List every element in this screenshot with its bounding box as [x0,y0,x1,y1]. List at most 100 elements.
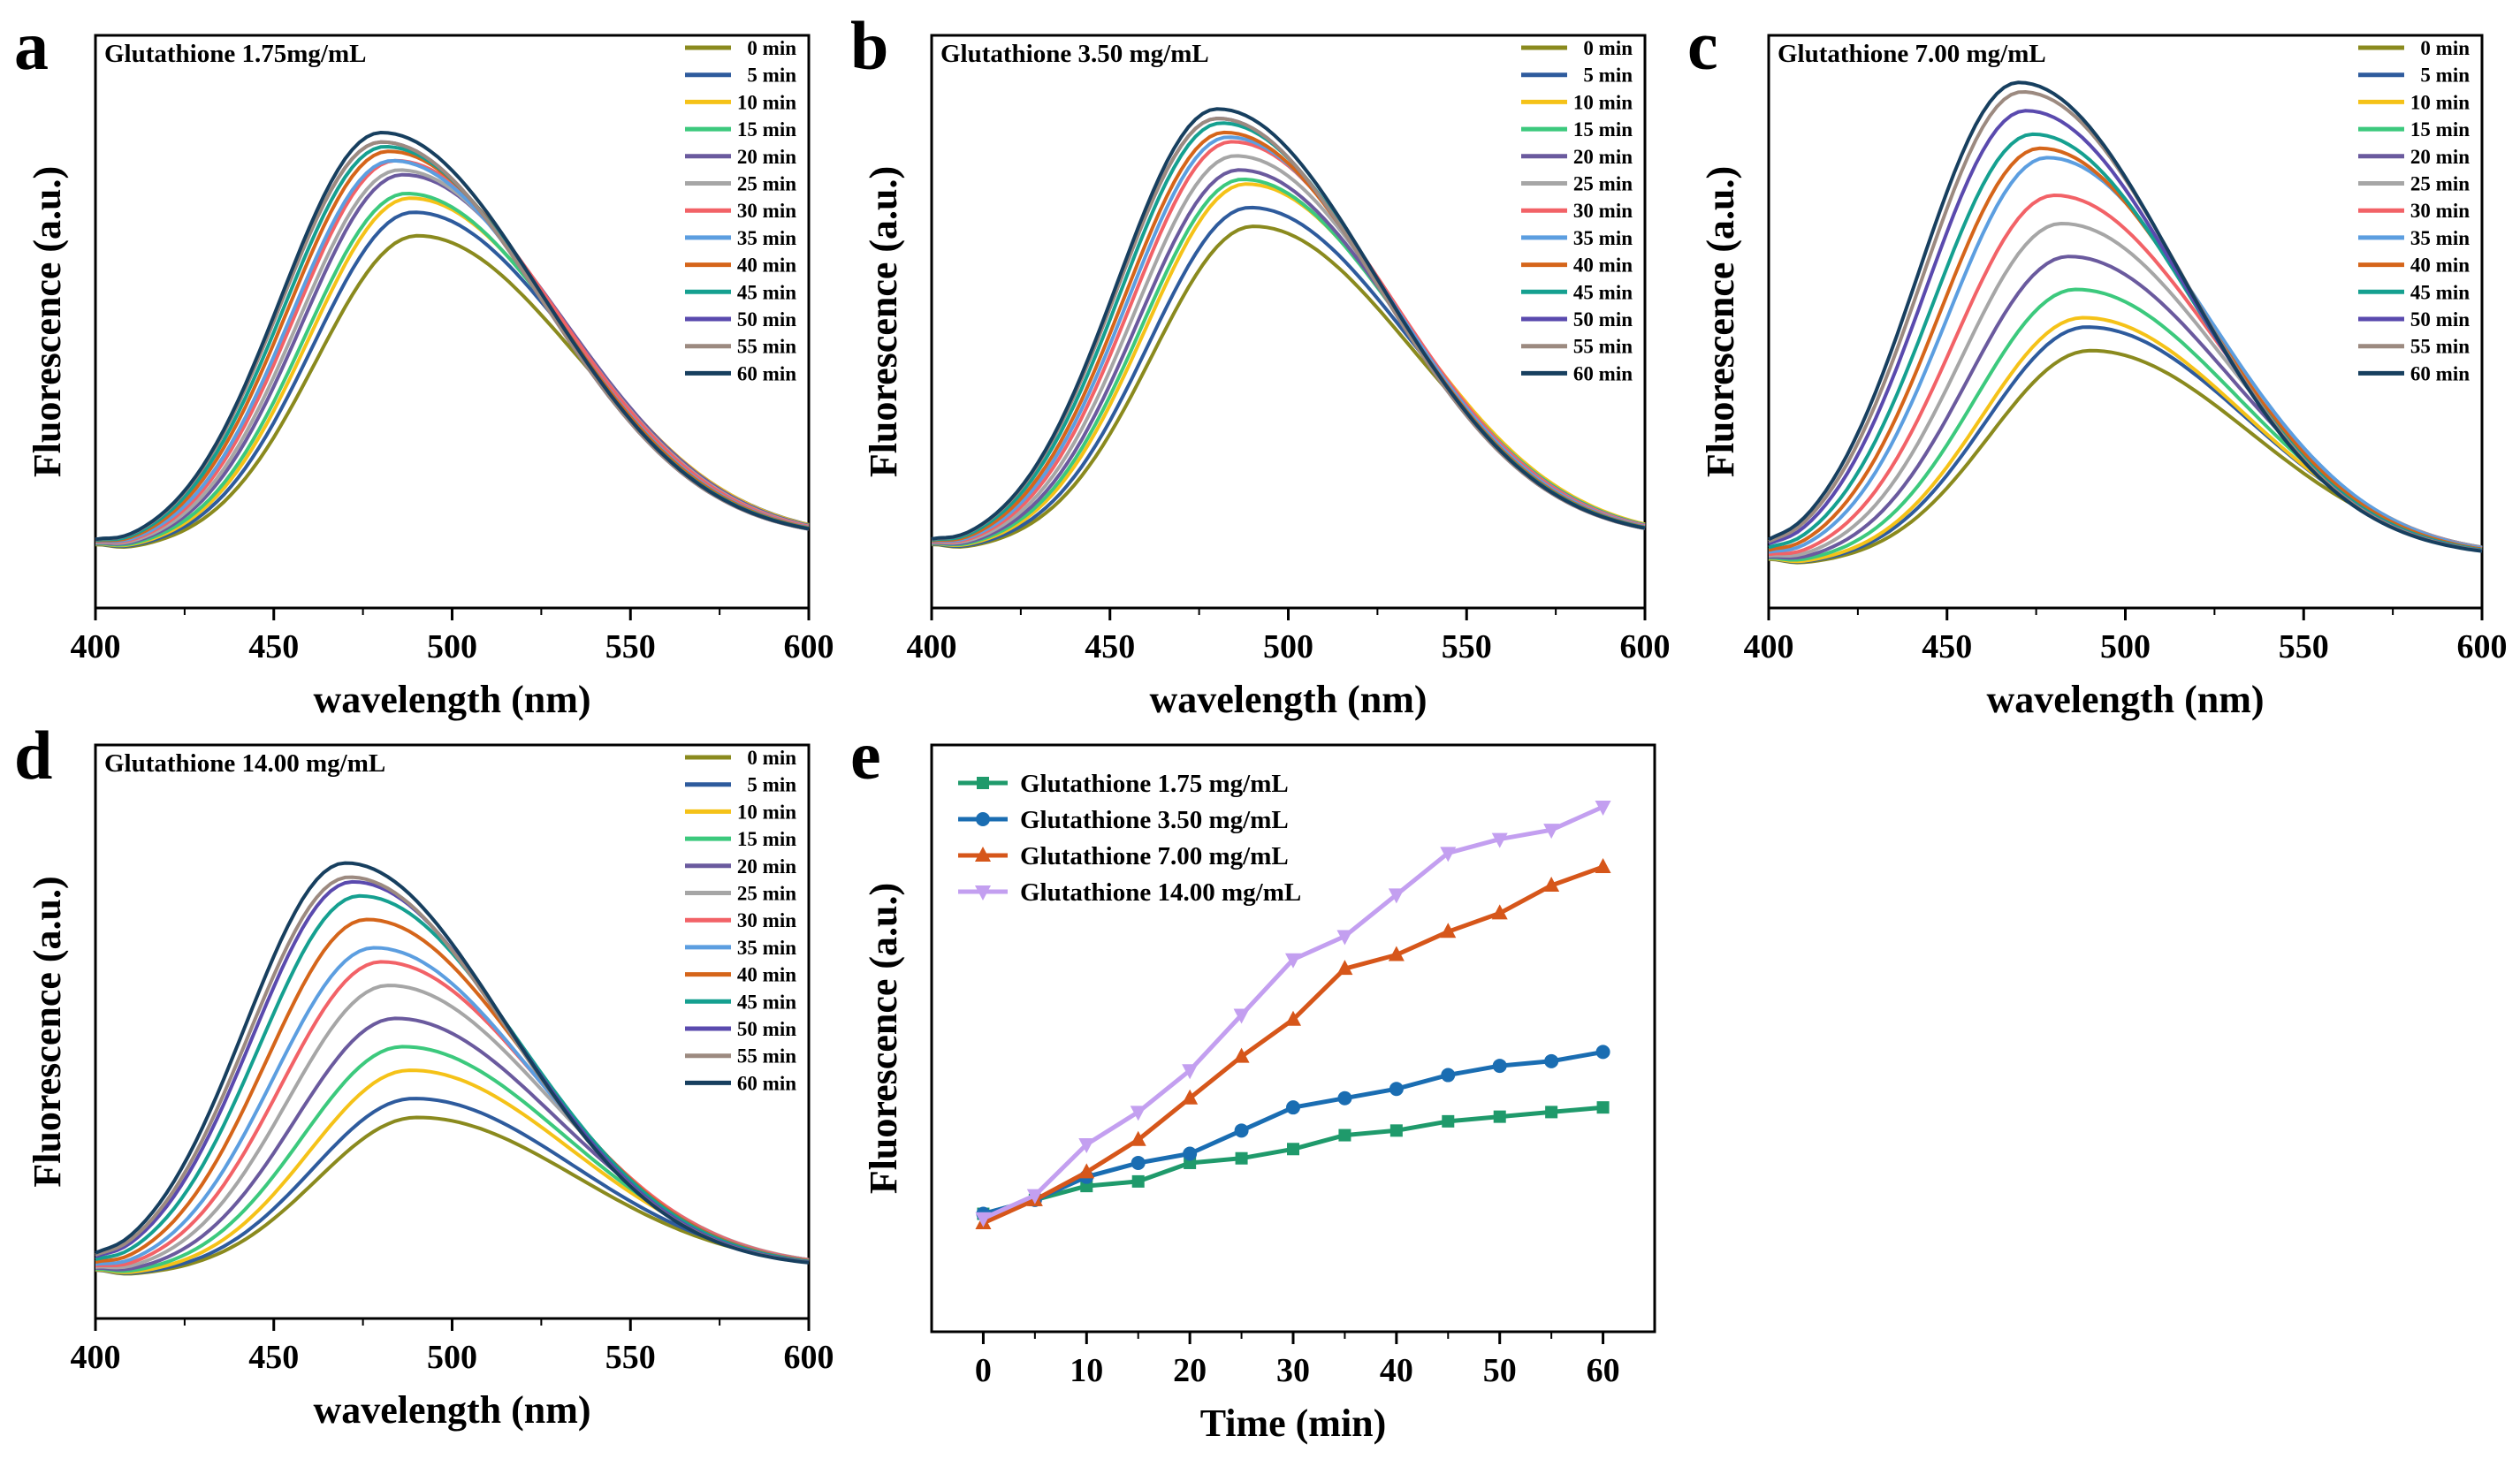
data-point [1440,847,1457,862]
data-point [1285,1010,1301,1026]
legend-label: 50 min [737,1018,796,1040]
legend-label: 45 min [737,281,796,303]
y-axis-label: Fluorescence (a.u.) [26,166,69,477]
data-point [1491,904,1508,920]
x-tick-label: 400 [907,628,957,665]
legend-label: 15 min [737,828,796,850]
legend-label: 30 min [2410,200,2470,222]
x-tick-label: 0 [975,1352,992,1389]
data-point [1234,1123,1249,1138]
data-point [1596,1101,1610,1114]
legend-label: 60 min [1573,362,1633,384]
x-tick-label: 600 [1620,628,1671,665]
legend-label: 30 min [737,909,796,931]
panel-a: a Fluorescence (a.u.) wavelength (nm) 400 45… [14,7,834,721]
x-tick-label: 550 [605,1339,656,1376]
legend-label: 5 min [2420,65,2470,87]
legend-label: 15 min [737,118,796,141]
x-tick-label: 500 [427,628,477,665]
x-axis-label: wavelength (nm) [313,1388,590,1432]
legend-label: 40 min [737,964,796,986]
legend-label: 35 min [2410,227,2470,249]
x-tick-label: 40 [1380,1352,1413,1389]
x-axis-label: wavelength (nm) [313,678,590,721]
y-axis-label: Fluorescence (a.u.) [862,883,905,1194]
spectrum-line [95,1068,810,1274]
data-point [1440,923,1457,938]
legend-label: 60 min [737,362,796,384]
legend-label: 40 min [1573,255,1633,277]
data-point [1338,1128,1351,1142]
legend-label: 40 min [737,255,796,277]
data-point [1543,876,1560,892]
legend-label: Glutathione 1.75 mg/mL [1020,770,1289,798]
x-axis-label: Time (min) [1200,1402,1387,1445]
spectrum-line [95,946,810,1266]
x-tick-label: 450 [1085,628,1135,665]
legend-label: 55 min [2410,336,2470,358]
data-point [1233,1008,1250,1024]
panel-label: a [14,7,49,84]
x-tick-label: 400 [71,1339,121,1376]
legend-label: 55 min [737,336,796,358]
x-tick-label: 500 [427,1339,477,1376]
legend-label: 60 min [2410,362,2470,384]
panel-e: e Fluorescence (a.u.) Time (min) 0 10 20 30 40 5… [850,717,1656,1445]
data-point [1131,1174,1145,1188]
y-axis-label: Fluorescence (a.u.) [1699,166,1742,477]
data-point [1595,858,1611,874]
data-point [1544,1053,1559,1068]
x-axis-label: wavelength (nm) [1149,678,1427,721]
data-point [975,847,991,862]
spectrum-line [95,861,810,1265]
spectrum-line [931,107,1646,541]
legend-label: 50 min [737,308,796,331]
x-tick-label: 400 [71,628,121,665]
legend-label: 50 min [2410,308,2470,331]
legend-label: 10 min [737,91,796,113]
plot-frame [930,34,1647,610]
data-point [1388,946,1405,961]
panel-label: d [14,717,52,794]
spectrum-line [95,158,810,544]
legend-label: 10 min [1573,91,1633,113]
data-point [1595,1045,1610,1060]
legend-label: 50 min [1573,308,1633,331]
x-tick-label: 450 [248,1339,299,1376]
legend-label: 20 min [737,146,796,168]
spectrum-line [95,1115,810,1276]
legend-label: 60 min [737,1072,796,1094]
legend-label: 15 min [2410,118,2470,141]
data-point [1545,1106,1558,1119]
legend-label: 45 min [737,991,796,1013]
data-point [1287,1143,1299,1156]
legend-label: 0 min [747,37,796,59]
x-tick-label: 20 [1173,1352,1207,1389]
data-point [1543,824,1560,840]
data-point [1493,1110,1506,1123]
data-point [1491,832,1508,848]
data-point [1131,1155,1146,1170]
data-point [1337,1090,1352,1106]
legend-label: 20 min [1573,146,1633,168]
x-tick-label: 600 [784,628,834,665]
data-point [1130,1106,1146,1121]
trend-line [982,864,1604,1226]
plot-frame [94,34,811,610]
spectrum-line [95,130,810,542]
data-point [1595,801,1611,816]
x-tick-label: 60 [1587,1352,1620,1389]
panel-label: b [850,7,888,84]
data-point [1183,1146,1198,1161]
legend-label: 0 min [2420,37,2470,59]
panel-label: e [850,717,881,794]
data-point [1182,1089,1199,1105]
data-point [1182,1064,1199,1080]
panel-title: Glutathione 14.00 mg/mL [104,749,385,778]
legend-label: 40 min [2410,255,2470,277]
panel-d: d Fluorescence (a.u.) wavelength (nm) 400 45… [14,717,834,1432]
data-point [1026,1189,1043,1204]
data-point [1286,1100,1300,1115]
data-point [1285,953,1301,969]
legend-label: 5 min [747,65,796,87]
